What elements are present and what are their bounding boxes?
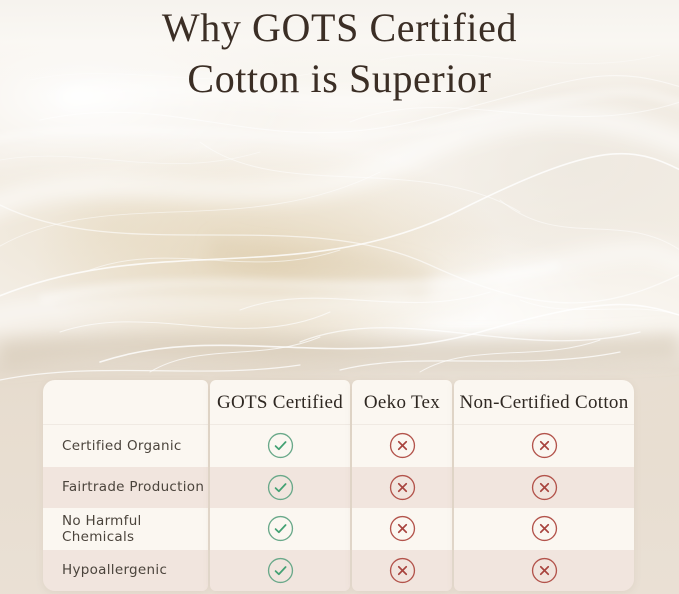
cell-no-harmful-chemicals-noncert — [454, 508, 634, 550]
row-label-no-harmful-chemicals: No Harmful Chemicals — [43, 508, 208, 550]
cross-icon — [531, 474, 557, 500]
column-header-non-certified-cotton: Non-Certified Cotton — [454, 380, 634, 425]
cross-icon — [389, 557, 415, 583]
cell-fairtrade-production-gots — [210, 466, 350, 508]
page-title: Why GOTS Certified Cotton is Superior — [0, 2, 679, 104]
check-icon — [267, 474, 293, 500]
check-icon — [267, 557, 293, 583]
cross-icon — [531, 557, 557, 583]
cross-icon — [531, 516, 557, 542]
cell-fairtrade-production-oeko — [352, 466, 452, 508]
cross-icon — [389, 516, 415, 542]
comparison-table: Certified Organic Fairtrade Production N… — [43, 380, 634, 591]
check-icon — [267, 516, 293, 542]
cross-icon — [389, 474, 415, 500]
row-label-certified-organic: Certified Organic — [43, 425, 208, 467]
cell-hypoallergenic-oeko — [352, 549, 452, 591]
cell-certified-organic-gots — [210, 425, 350, 467]
row-label-hypoallergenic: Hypoallergenic — [43, 549, 208, 591]
column-header-oeko-tex: Oeko Tex — [352, 380, 452, 425]
row-labels-column: Certified Organic Fairtrade Production N… — [43, 380, 208, 591]
check-icon — [267, 433, 293, 459]
row-label-fairtrade-production: Fairtrade Production — [43, 466, 208, 508]
cell-no-harmful-chemicals-oeko — [352, 508, 452, 550]
cell-fairtrade-production-noncert — [454, 466, 634, 508]
corner-cell — [43, 380, 208, 425]
cell-certified-organic-oeko — [352, 425, 452, 467]
cell-certified-organic-noncert — [454, 425, 634, 467]
column-gots-certified: GOTS Certified — [210, 380, 350, 591]
cross-icon — [389, 433, 415, 459]
cell-no-harmful-chemicals-gots — [210, 508, 350, 550]
cell-hypoallergenic-gots — [210, 549, 350, 591]
cross-icon — [531, 433, 557, 459]
title-line-2: Cotton is Superior — [187, 56, 492, 101]
column-non-certified-cotton: Non-Certified Cotton — [454, 380, 634, 591]
cell-hypoallergenic-noncert — [454, 549, 634, 591]
title-line-1: Why GOTS Certified — [161, 5, 518, 50]
column-header-gots-certified: GOTS Certified — [210, 380, 350, 425]
column-oeko-tex: Oeko Tex — [352, 380, 452, 591]
